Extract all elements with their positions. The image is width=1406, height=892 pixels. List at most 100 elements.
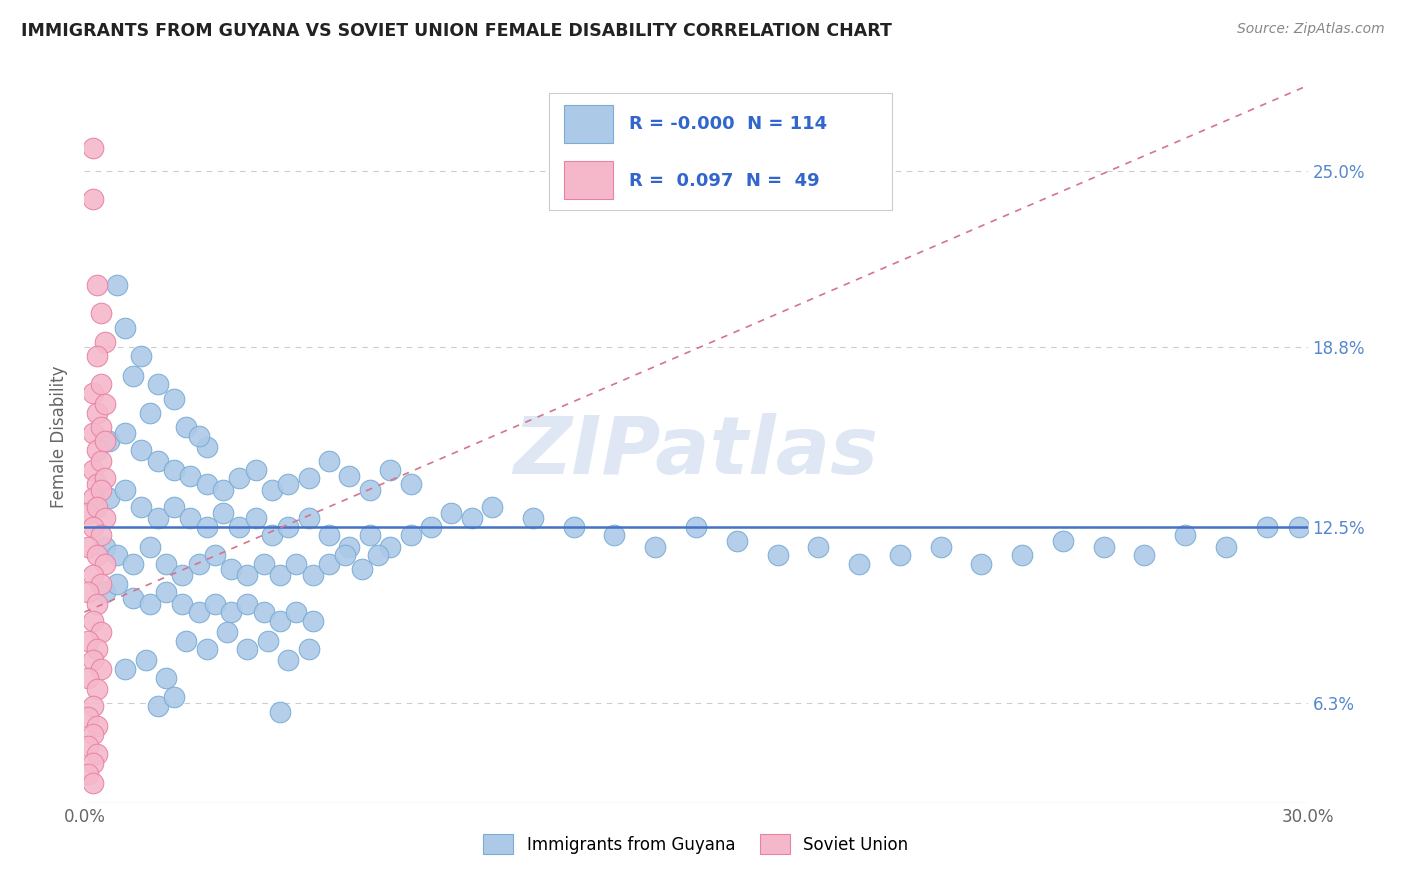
Point (253, 605, 276, 619)
Point (335, 548, 357, 562)
Point (522, 511, 544, 525)
Text: IMMIGRANTS FROM GUYANA VS SOVIET UNION FEMALE DISABILITY CORRELATION CHART: IMMIGRANTS FROM GUYANA VS SOVIET UNION F… (21, 22, 891, 40)
Point (318, 557, 340, 571)
Point (93, 397, 115, 411)
Point (285, 557, 308, 571)
Point (105, 548, 128, 562)
Point (82, 141, 104, 155)
Point (301, 568, 323, 582)
Point (86, 500, 108, 514)
Point (122, 368, 145, 383)
Point (318, 528, 340, 542)
Point (228, 520, 250, 534)
Point (1174, 528, 1197, 542)
Point (1288, 520, 1310, 534)
Point (219, 605, 242, 619)
Y-axis label: Female Disability: Female Disability (51, 366, 69, 508)
Point (685, 520, 707, 534)
Point (82, 386, 104, 401)
Point (86, 406, 108, 420)
Point (889, 548, 911, 562)
Point (90, 576, 112, 591)
Point (725, 533, 748, 548)
Point (138, 406, 160, 420)
Point (179, 468, 201, 483)
Point (399, 528, 422, 542)
Point (97, 434, 120, 449)
Point (603, 528, 626, 542)
Point (236, 642, 259, 657)
Point (260, 483, 283, 497)
Point (212, 483, 235, 497)
Point (93, 334, 115, 349)
Point (114, 483, 136, 497)
Point (253, 557, 276, 571)
Point (848, 557, 870, 571)
Point (163, 500, 186, 514)
Point (82, 425, 104, 440)
Point (146, 454, 169, 468)
Point (77, 506, 100, 520)
Point (86, 747, 108, 762)
Point (82, 727, 104, 741)
Point (122, 591, 145, 605)
Point (97, 491, 120, 506)
Point (929, 540, 952, 554)
Point (807, 540, 830, 554)
Point (90, 662, 112, 676)
Point (163, 463, 186, 477)
Point (90, 306, 112, 320)
Point (86, 681, 108, 696)
FancyBboxPatch shape (550, 94, 891, 211)
Point (93, 540, 115, 554)
Point (155, 671, 177, 685)
Text: ZIPatlas: ZIPatlas (513, 413, 879, 491)
Point (90, 625, 112, 640)
Point (219, 562, 242, 576)
Point (195, 477, 218, 491)
Point (93, 585, 115, 599)
Point (82, 463, 104, 477)
Point (77, 585, 100, 599)
Point (481, 500, 503, 514)
Point (77, 671, 100, 685)
Point (146, 377, 169, 392)
Point (277, 653, 299, 667)
Point (301, 614, 323, 628)
Point (1052, 533, 1074, 548)
Point (380, 540, 402, 554)
Point (105, 277, 128, 292)
Text: R = -0.000  N = 114: R = -0.000 N = 114 (628, 115, 827, 133)
FancyBboxPatch shape (564, 105, 613, 143)
Point (260, 528, 283, 542)
Point (359, 528, 381, 542)
Point (339, 468, 361, 483)
Point (86, 442, 108, 457)
Point (146, 699, 169, 714)
Point (131, 442, 153, 457)
Point (1092, 540, 1115, 554)
Point (187, 428, 209, 442)
Point (269, 614, 291, 628)
Point (228, 471, 250, 485)
Point (82, 653, 104, 667)
Point (155, 585, 177, 599)
Point (269, 568, 291, 582)
Point (195, 642, 218, 657)
Point (1215, 540, 1237, 554)
Point (298, 471, 321, 485)
Point (367, 548, 389, 562)
Point (187, 557, 209, 571)
Point (298, 642, 321, 657)
Point (82, 568, 104, 582)
Point (195, 520, 218, 534)
Point (236, 568, 259, 582)
Point (82, 756, 104, 770)
Point (1256, 520, 1278, 534)
Point (90, 454, 112, 468)
Point (82, 193, 104, 207)
Point (187, 605, 209, 619)
Point (93, 471, 115, 485)
Point (277, 477, 299, 491)
Point (86, 277, 108, 292)
